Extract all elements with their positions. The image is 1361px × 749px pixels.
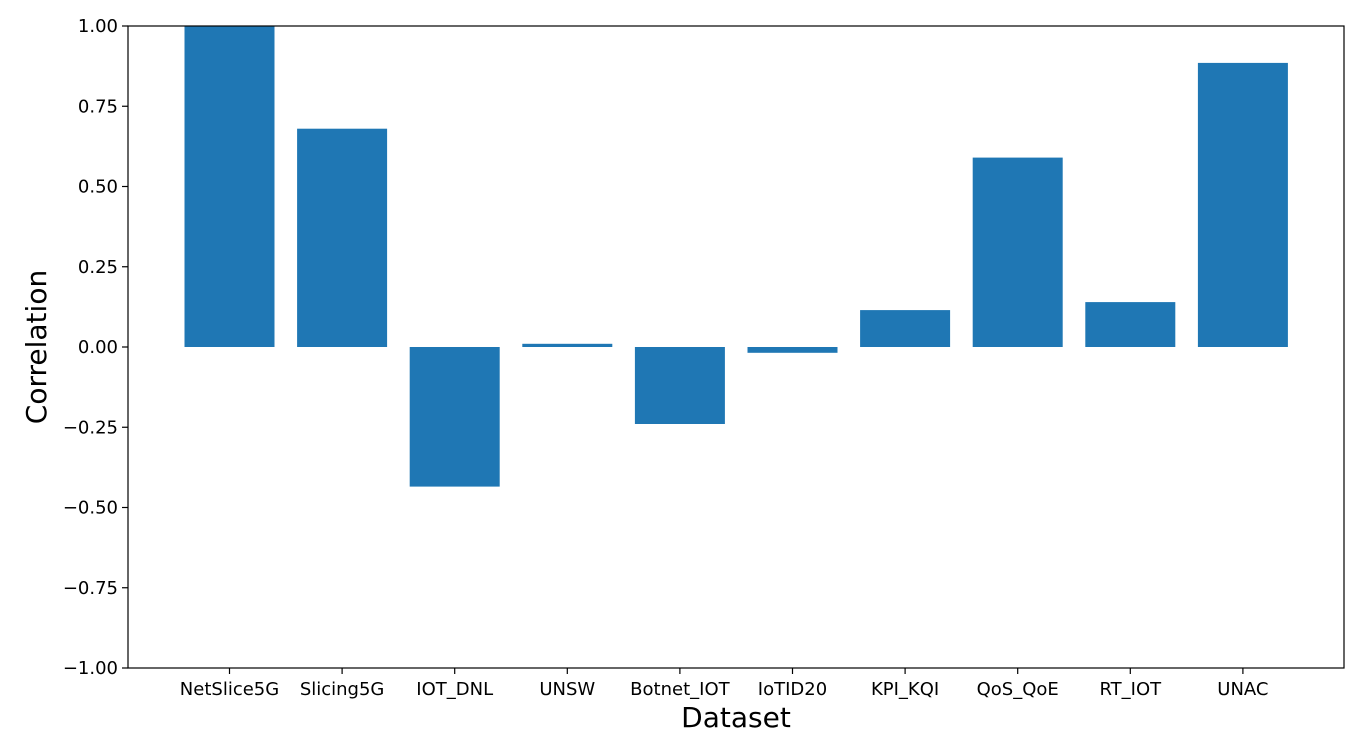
x-tick-label: RT_IOT bbox=[1099, 679, 1162, 700]
y-tick-label: 0.75 bbox=[78, 96, 118, 117]
bar-unac bbox=[1197, 62, 1288, 348]
bar-slicing5g bbox=[297, 128, 388, 347]
x-tick-label: NetSlice5G bbox=[180, 679, 279, 700]
x-tick-label: KPI_KQI bbox=[871, 679, 939, 700]
y-axis-title: Correlation bbox=[20, 270, 53, 424]
y-tick-label: 1.00 bbox=[78, 16, 118, 37]
x-tick-label: UNAC bbox=[1217, 679, 1268, 700]
x-tick-label: IOT_DNL bbox=[416, 679, 493, 700]
bar-iotid20 bbox=[747, 347, 838, 353]
x-tick-label: Botnet_IOT bbox=[630, 679, 730, 700]
bar-kpi-kqi bbox=[860, 310, 951, 347]
bar-botnet-iot bbox=[634, 347, 725, 424]
x-axis-title: Dataset bbox=[681, 701, 791, 734]
bars-layer bbox=[184, 26, 1288, 487]
x-tick-label: Slicing5G bbox=[300, 679, 385, 700]
y-tick-label: −0.50 bbox=[63, 498, 118, 519]
y-axis: −1.00 −0.75 −0.50 −0.25 0.00 0.25 0.50 0.75 1.00 bbox=[63, 16, 128, 679]
y-tick-label: −0.25 bbox=[63, 417, 118, 438]
bar-qos-qoe bbox=[972, 157, 1063, 347]
bar-netslice5g bbox=[184, 26, 275, 347]
x-tick-label: QoS_QoE bbox=[977, 679, 1059, 700]
x-tick-label: IoTID20 bbox=[758, 679, 827, 700]
x-axis: NetSlice5G Slicing5G IOT_DNL UNSW Botnet_IOT… bbox=[180, 668, 1269, 700]
bar-rt-iot bbox=[1085, 302, 1176, 347]
bar-unsw bbox=[522, 343, 613, 347]
x-tick-label: UNSW bbox=[539, 679, 595, 700]
y-tick-label: −1.00 bbox=[63, 658, 118, 679]
y-tick-label: −0.75 bbox=[63, 578, 118, 599]
bar-iot-dnl bbox=[409, 347, 500, 487]
y-tick-label: 0.00 bbox=[78, 337, 118, 358]
y-tick-label: 0.50 bbox=[78, 177, 118, 198]
y-tick-label: 0.25 bbox=[78, 257, 118, 278]
